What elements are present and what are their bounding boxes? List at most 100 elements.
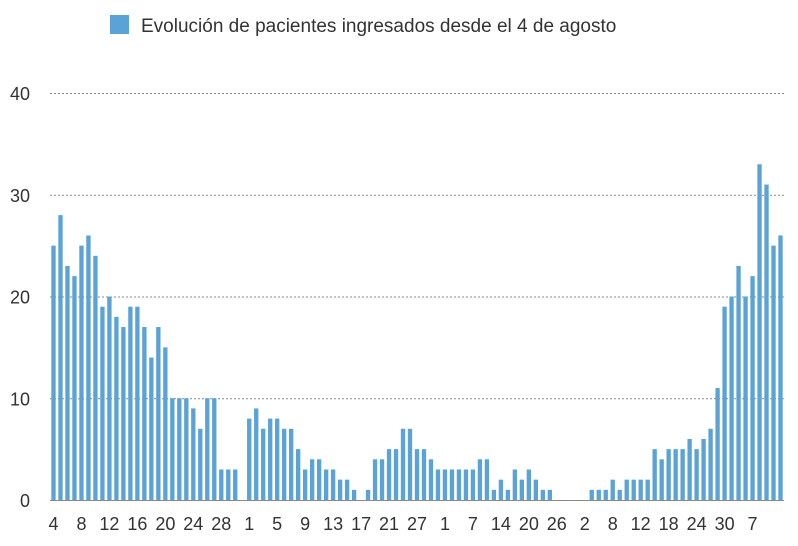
bar (638, 479, 643, 500)
bar (533, 479, 538, 500)
bar (316, 459, 322, 500)
bar (743, 296, 748, 500)
bar (463, 469, 469, 500)
bar (282, 428, 287, 500)
bar (79, 245, 84, 501)
bar (736, 265, 741, 500)
bar (275, 418, 280, 500)
bar (268, 418, 273, 500)
bar (142, 327, 147, 500)
x-tick-label: 17 (351, 514, 371, 534)
bars (51, 164, 783, 501)
bar (666, 449, 671, 501)
bar (512, 469, 518, 500)
y-tick-label: 20 (10, 288, 30, 308)
x-tick-label: 4 (48, 514, 58, 534)
x-tick-label: 7 (468, 514, 478, 534)
bar (393, 449, 399, 501)
x-tick-label: 2 (580, 514, 590, 534)
bar (477, 459, 483, 500)
x-tick-label: 7 (748, 514, 758, 534)
bar (233, 469, 238, 500)
bar (198, 428, 203, 500)
bar (498, 479, 504, 500)
bar (624, 479, 629, 500)
bar (86, 235, 91, 500)
x-tick-label: 8 (76, 514, 86, 534)
bar (330, 469, 336, 500)
bar (652, 449, 657, 501)
y-tick-label: 10 (10, 389, 30, 409)
bar (100, 306, 105, 500)
x-tick-label: 12 (99, 514, 119, 534)
bar (589, 489, 594, 500)
bar (456, 469, 462, 500)
bar (261, 428, 266, 500)
bar (421, 449, 427, 501)
bar (764, 184, 769, 500)
x-tick-label: 18 (659, 514, 679, 534)
bar (65, 265, 70, 500)
bar (491, 489, 497, 500)
bar (771, 245, 776, 501)
bar (114, 316, 119, 500)
x-tick-label: 24 (687, 514, 707, 534)
bar (680, 449, 685, 501)
y-tick-label: 30 (10, 186, 30, 206)
bar (610, 479, 615, 500)
bar (673, 449, 678, 501)
bar (715, 388, 720, 500)
bar (750, 276, 755, 500)
bar (722, 306, 727, 500)
bar (519, 479, 525, 500)
x-tick-label: 28 (211, 514, 231, 534)
x-tick-label: 16 (127, 514, 147, 534)
bar (407, 428, 413, 500)
bar (470, 469, 476, 500)
bar (212, 398, 217, 500)
bar (191, 408, 196, 500)
bar (226, 469, 231, 500)
bar (170, 398, 175, 500)
bar (107, 296, 112, 500)
bar (295, 449, 301, 501)
x-tick-label: 1 (440, 514, 450, 534)
bar (121, 327, 126, 500)
bar (163, 347, 168, 501)
x-tick-label: 13 (323, 514, 343, 534)
bar (435, 469, 441, 500)
x-tick-label: 27 (407, 514, 427, 534)
x-tick-label: 21 (379, 514, 399, 534)
bar (694, 449, 699, 501)
bar (778, 235, 783, 500)
bar (247, 418, 252, 500)
bar (526, 469, 532, 500)
bar (617, 489, 622, 500)
bar (351, 489, 357, 500)
bar (302, 469, 308, 500)
y-tick-label: 0 (20, 491, 30, 511)
bar (93, 255, 98, 500)
y-tick-label: 40 (10, 84, 30, 104)
bar (58, 215, 63, 500)
bar (379, 459, 385, 500)
bar (372, 459, 378, 500)
bar (156, 327, 161, 500)
bar (365, 489, 371, 500)
bar (72, 276, 77, 500)
bar (645, 479, 650, 500)
x-tick-label: 24 (183, 514, 203, 534)
x-tick-label: 9 (300, 514, 310, 534)
bar (205, 398, 210, 500)
x-tick-label: 1 (244, 514, 254, 534)
x-tick-label: 8 (608, 514, 618, 534)
x-tick-label: 5 (272, 514, 282, 534)
bar (449, 469, 455, 500)
bar (729, 296, 734, 500)
bar (323, 469, 329, 500)
bar (687, 438, 692, 500)
bar (708, 428, 713, 500)
legend: Evolución de pacientes ingresados desde … (110, 15, 616, 37)
bar (596, 489, 601, 500)
